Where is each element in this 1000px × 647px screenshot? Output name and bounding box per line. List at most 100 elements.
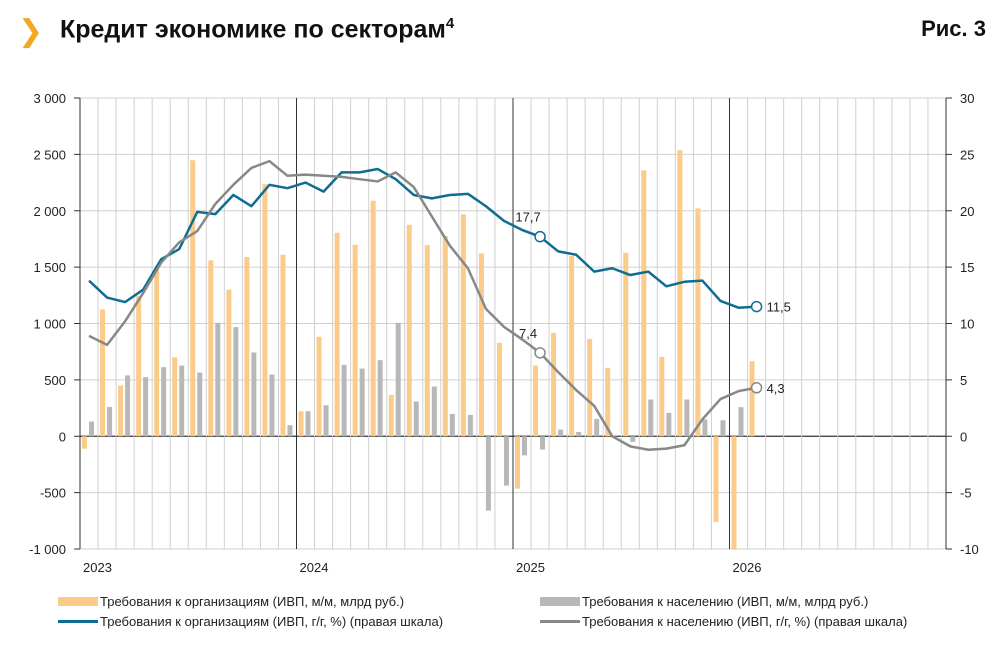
bar-org [713, 436, 719, 522]
legend-swatch [540, 620, 580, 623]
bar-org [154, 269, 160, 437]
bar-pop [431, 386, 437, 437]
bar-org [298, 411, 304, 437]
bar-pop [359, 368, 365, 437]
legend-swatch [540, 597, 580, 606]
bar-org [659, 356, 665, 437]
bar-pop [485, 436, 491, 511]
bar-org [244, 256, 250, 437]
bar-org [569, 256, 575, 437]
annotation-label: 7,4 [519, 326, 537, 341]
bar-pop [107, 406, 113, 437]
bar-org [587, 338, 593, 437]
bar-pop [143, 377, 149, 437]
left-tick-label: 1 000 [33, 317, 66, 332]
left-tick-label: 500 [44, 373, 66, 388]
bar-pop [594, 418, 600, 437]
left-tick-label: -500 [40, 486, 66, 501]
legend-label: Требования к организациям (ИВП, г/г, %) … [100, 614, 444, 629]
annotation-marker [750, 300, 763, 313]
bar-org [677, 150, 683, 437]
left-tick-label: 3 000 [33, 91, 66, 106]
bar-pop [89, 421, 94, 437]
bar-org [118, 385, 124, 437]
annotation-marker [534, 347, 546, 359]
legend-swatch [58, 597, 98, 606]
bar-pop [215, 322, 221, 437]
line-pop [88, 159, 757, 452]
left-tick-label: 2 500 [33, 147, 66, 162]
bar-pop [125, 375, 131, 437]
bar-org [623, 252, 629, 437]
bar-org [515, 436, 520, 489]
annotation-label: 4,3 [767, 381, 785, 396]
bar-org [551, 332, 557, 437]
bar-pop [449, 413, 455, 437]
legend-item-org-bar: Требования к организациям (ИВП, м/м, млр… [58, 594, 404, 609]
right-tick-label: -5 [960, 486, 972, 501]
bar-pop [467, 414, 473, 437]
bar-org [100, 309, 106, 437]
right-tick-label: 20 [960, 204, 974, 219]
chart-header: ❯ Кредит экономике по секторам4 Рис. 3 [0, 0, 1000, 60]
bar-pop [413, 401, 419, 437]
bar-pop [666, 412, 672, 437]
x-tick-label: 2026 [733, 560, 762, 575]
bar-org [533, 365, 539, 437]
legend-label: Требования к организациям (ИВП, м/м, млр… [100, 594, 405, 609]
legend-label: Требования к населению (ИВП, м/м, млрд р… [582, 594, 869, 609]
chevron-right-icon: ❯ [18, 15, 44, 48]
x-tick-label: 2023 [83, 560, 112, 575]
bar-org [731, 436, 737, 550]
legend-label: Требования к населению (ИВП, г/г, %) (пр… [582, 614, 908, 629]
bar-org [478, 253, 484, 437]
right-tick-label: 30 [960, 91, 974, 106]
bar-org [136, 296, 142, 437]
bar-pop [161, 367, 167, 437]
bar-org [695, 208, 701, 437]
x-tick-label: 2025 [516, 560, 545, 575]
right-tick-label: 0 [960, 429, 967, 444]
bar-org [226, 289, 232, 437]
x-tick-label: 2024 [300, 560, 329, 575]
bar-org [442, 236, 448, 437]
chart-title: Кредит экономике по секторам4 [60, 15, 454, 44]
bar-pop [503, 436, 509, 486]
bar-pop [576, 431, 582, 437]
bar-org [388, 394, 394, 437]
bar-org [424, 245, 430, 437]
bar-pop [251, 352, 257, 437]
right-tick-label: 5 [960, 373, 967, 388]
bar-pop [522, 436, 527, 456]
legend-item-org-line: Требования к организациям (ИВП, г/г, %) … [58, 614, 443, 629]
bar-pop [233, 327, 239, 437]
bar-org [208, 260, 214, 437]
right-tick-label: -10 [960, 542, 979, 557]
annotation-marker [534, 230, 546, 243]
bar-pop [287, 425, 293, 437]
bar-org [352, 244, 358, 437]
annotation-marker [750, 382, 763, 394]
bar-org [641, 170, 647, 437]
bar-pop [684, 399, 690, 437]
annotation-label: 17,7 [515, 210, 540, 225]
right-tick-label: 25 [960, 147, 974, 162]
bar-org [334, 232, 340, 437]
left-tick-label: 0 [59, 429, 66, 444]
chart: -1 000 -500 0 500 1 000 1 500 2 000 2 500 3 000 -… [29, 91, 979, 575]
legend-swatch [58, 620, 98, 623]
bar-org [370, 200, 376, 437]
bar-org [496, 342, 502, 437]
figure-label: Рис. 3 [921, 16, 986, 41]
bar-org [460, 214, 466, 437]
bar-pop [648, 399, 654, 437]
bar-pop [323, 405, 329, 437]
bar-org [749, 361, 755, 437]
right-tick-label: 15 [960, 260, 974, 275]
bar-pop [179, 365, 185, 437]
bar-pop [612, 435, 618, 437]
bar-org [262, 184, 268, 437]
left-tick-label: 1 500 [33, 260, 66, 275]
bar-pop [720, 420, 726, 437]
annotation-label: 11,5 [767, 300, 791, 315]
